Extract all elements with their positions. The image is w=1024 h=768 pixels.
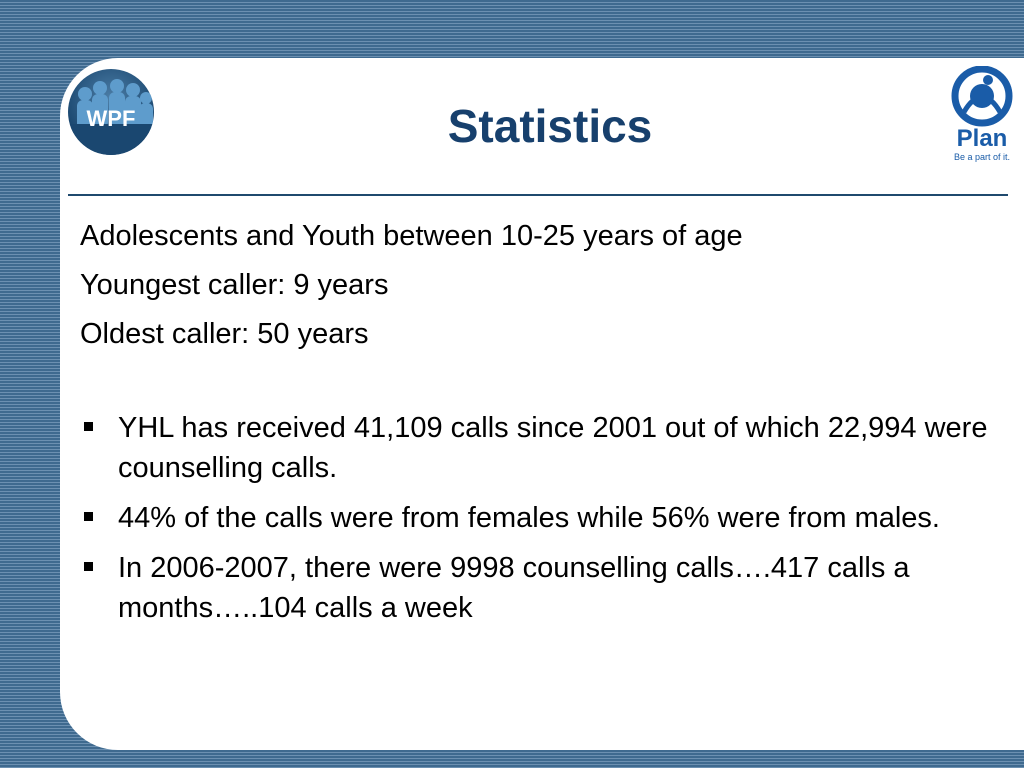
intro-lines: Adolescents and Youth between 10-25 year… [80,212,1000,359]
square-bullet-icon [84,512,93,521]
bullet-text: YHL has received 41,109 calls since 2001… [118,412,988,484]
bullet-text: 44% of the calls were from females while… [118,502,940,534]
intro-line-oldest-caller: Oldest caller: 50 years [80,318,369,350]
bullet-text: In 2006-2007, there were 9998 counsellin… [118,552,910,624]
square-bullet-icon [84,422,93,431]
square-bullet-icon [84,562,93,571]
plan-logo-text: Plan [957,125,1008,152]
intro-line-age-range: Adolescents and Youth between 10-25 year… [80,220,743,252]
bullet-item-calls-received: YHL has received 41,109 calls since 2001… [80,408,1000,488]
plan-logo-icon: Plan Be a part of it. [951,66,1013,162]
bullet-item-gender-split: 44% of the calls were from females while… [80,498,1000,538]
bullet-item-yearly-calls: In 2006-2007, there were 9998 counsellin… [80,548,1000,628]
slide-panel [60,58,1024,750]
slide-title: Statistics [447,100,653,152]
wpf-logo-text: WPF [87,106,136,131]
bullet-list: YHL has received 41,109 calls since 2001… [80,408,1000,638]
plan-logo-tagline: Be a part of it. [954,152,1010,162]
wpf-logo-icon: WPF [68,69,154,155]
intro-line-youngest-caller: Youngest caller: 9 years [80,269,389,301]
title-divider [68,194,1008,196]
